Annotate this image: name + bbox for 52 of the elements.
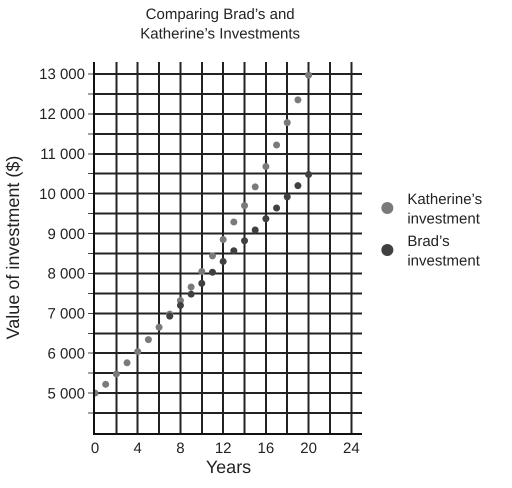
point <box>305 171 312 178</box>
point <box>144 336 152 344</box>
point <box>208 268 216 276</box>
point <box>294 96 302 104</box>
point <box>220 236 227 244</box>
y-tick-label: 6 000 <box>47 345 85 362</box>
y-tick-label: 13 000 <box>39 66 85 84</box>
y-tick-label: 12 000 <box>39 106 85 124</box>
y-axis-title: Value of investment ($) <box>2 156 23 340</box>
legend-label: Brad’s investment <box>407 233 481 270</box>
point <box>102 380 110 388</box>
point <box>198 268 206 275</box>
point <box>262 215 270 222</box>
legend-label: Katherine’s investment <box>407 191 482 228</box>
point <box>220 258 227 265</box>
y-tick-label: 8 000 <box>47 266 85 283</box>
point <box>134 348 142 356</box>
x-tick-label: 24 <box>342 440 360 457</box>
point <box>284 119 291 126</box>
x-tick-label: 0 <box>90 440 100 457</box>
point <box>273 141 280 148</box>
y-tick-label: 7 000 <box>47 306 85 323</box>
point <box>241 237 248 244</box>
point <box>241 202 248 210</box>
y-tick-label: 9 000 <box>47 226 85 243</box>
point <box>230 218 238 226</box>
point <box>284 193 291 200</box>
x-axis-title: Years <box>206 457 252 477</box>
point <box>188 283 195 290</box>
x-tick-label: 12 <box>214 440 232 457</box>
point <box>176 302 184 309</box>
point <box>230 247 238 254</box>
y-tick-label: 11 000 <box>40 146 85 163</box>
point <box>124 359 131 366</box>
point <box>112 370 120 378</box>
x-tick-label: 20 <box>300 440 317 457</box>
point <box>294 182 302 190</box>
point <box>305 72 312 79</box>
point <box>156 324 163 331</box>
chart-title: Comparing Brad’s and Katherine’s Investments <box>140 6 300 42</box>
x-tick-label: 16 <box>258 440 274 457</box>
y-tick-label: 5 000 <box>47 385 85 402</box>
point <box>273 204 280 212</box>
point <box>198 280 206 287</box>
x-tick-label: 8 <box>176 440 185 457</box>
point <box>252 183 259 190</box>
x-tick-label: 4 <box>134 440 142 457</box>
point <box>188 290 195 298</box>
point <box>262 163 270 170</box>
y-tick-label: 10 000 <box>39 186 85 203</box>
point <box>252 226 259 234</box>
point <box>208 252 216 260</box>
